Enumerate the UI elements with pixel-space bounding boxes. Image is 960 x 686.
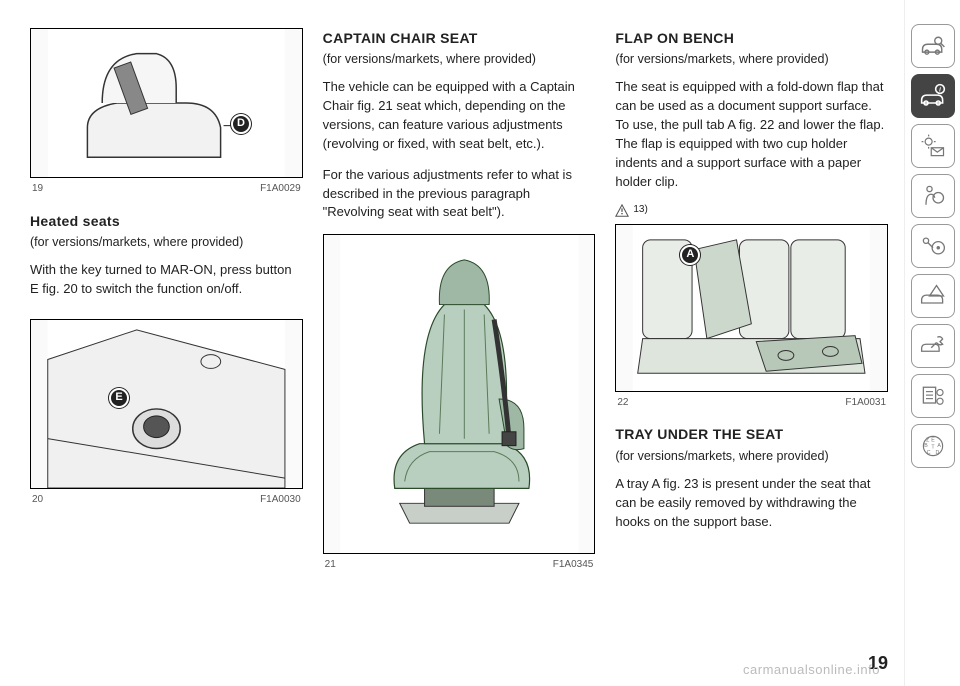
flap-subtitle: (for versions/markets, where provided) <box>615 50 888 68</box>
bench-flap-illustration <box>616 225 887 391</box>
airbag-icon <box>919 182 947 210</box>
content-area: D 19 F1A0029 Heated seats (for versions/… <box>0 0 904 686</box>
svg-text:Z: Z <box>926 438 930 444</box>
fig19-caption: 19 F1A0029 <box>30 182 303 197</box>
flap-title: FLAP ON BENCH <box>615 28 888 48</box>
fig19-code: F1A0029 <box>260 182 301 197</box>
figure-21 <box>323 234 596 554</box>
watermark: carmanualsonline.info <box>743 661 880 680</box>
fig22-caption: 22 F1A0031 <box>615 396 888 411</box>
fig19-num: 19 <box>32 182 43 197</box>
sidebar-item-index[interactable]: EADCBZT <box>911 424 955 468</box>
car-magnify-icon <box>919 32 947 60</box>
sidebar-item-warning[interactable] <box>911 274 955 318</box>
svg-text:E: E <box>931 438 935 444</box>
list-gear-icon <box>919 382 947 410</box>
sidebar-item-specs[interactable] <box>911 374 955 418</box>
sidebar-item-safety[interactable] <box>911 174 955 218</box>
alpha-index-icon: EADCBZT <box>919 432 947 460</box>
fig20-caption: 20 F1A0030 <box>30 493 303 508</box>
seat-lever-illustration <box>31 29 302 177</box>
sidebar-item-climate[interactable] <box>911 124 955 168</box>
fig21-num: 21 <box>325 558 336 573</box>
warning-icon <box>615 204 629 218</box>
tray-title: TRAY UNDER THE SEAT <box>615 424 888 444</box>
svg-text:A: A <box>937 443 941 449</box>
captain-title: CAPTAIN CHAIR SEAT <box>323 28 596 48</box>
sun-mail-icon <box>919 132 947 160</box>
sidebar-item-info[interactable]: i <box>911 74 955 118</box>
fig20-code: F1A0030 <box>260 493 301 508</box>
column-2: CAPTAIN CHAIR SEAT (for versions/markets… <box>323 28 596 662</box>
sidebar-item-start[interactable] <box>911 224 955 268</box>
flap-body: The seat is equipped with a fold-down fl… <box>615 78 888 191</box>
column-3: FLAP ON BENCH (for versions/markets, whe… <box>615 28 888 662</box>
sidebar-nav: i EADCBZT <box>904 0 960 686</box>
heated-seats-subtitle: (for versions/markets, where provided) <box>30 233 303 251</box>
warning-text: 13) <box>633 203 647 218</box>
warning-note: 13) <box>615 203 888 218</box>
page: D 19 F1A0029 Heated seats (for versions/… <box>0 0 960 686</box>
tray-body: A tray A fig. 23 is present under the se… <box>615 475 888 532</box>
tray-subtitle: (for versions/markets, where provided) <box>615 447 888 465</box>
fig20-num: 20 <box>32 493 43 508</box>
svg-text:i: i <box>939 87 941 94</box>
heated-seats-title: Heated seats <box>30 211 303 231</box>
svg-text:B: B <box>924 443 928 449</box>
car-info-icon: i <box>919 82 947 110</box>
captain-body2: For the various adjustments refer to wha… <box>323 166 596 223</box>
svg-text:C: C <box>927 450 931 456</box>
fig22-code: F1A0031 <box>845 396 886 411</box>
fig21-caption: 21 F1A0345 <box>323 558 596 573</box>
column-1: D 19 F1A0029 Heated seats (for versions/… <box>30 28 303 662</box>
svg-text:D: D <box>935 450 939 456</box>
key-wheel-icon <box>919 232 947 260</box>
sidebar-item-service[interactable] <box>911 324 955 368</box>
captain-chair-illustration <box>324 235 595 553</box>
sidebar-item-inspect[interactable] <box>911 24 955 68</box>
figure-19: D <box>30 28 303 178</box>
callout-d: D <box>231 114 251 134</box>
heated-seats-body: With the key turned to MAR-ON, press but… <box>30 261 303 299</box>
fig21-code: F1A0345 <box>553 558 594 573</box>
figure-20: E <box>30 319 303 489</box>
figure-22: A <box>615 224 888 392</box>
fig22-num: 22 <box>617 396 628 411</box>
heated-button-illustration <box>31 320 302 488</box>
car-wrench-icon <box>919 332 947 360</box>
callout-e: E <box>109 388 129 408</box>
captain-subtitle: (for versions/markets, where provided) <box>323 50 596 68</box>
captain-body1: The vehicle can be equipped with a Capta… <box>323 78 596 153</box>
car-triangle-icon <box>919 282 947 310</box>
